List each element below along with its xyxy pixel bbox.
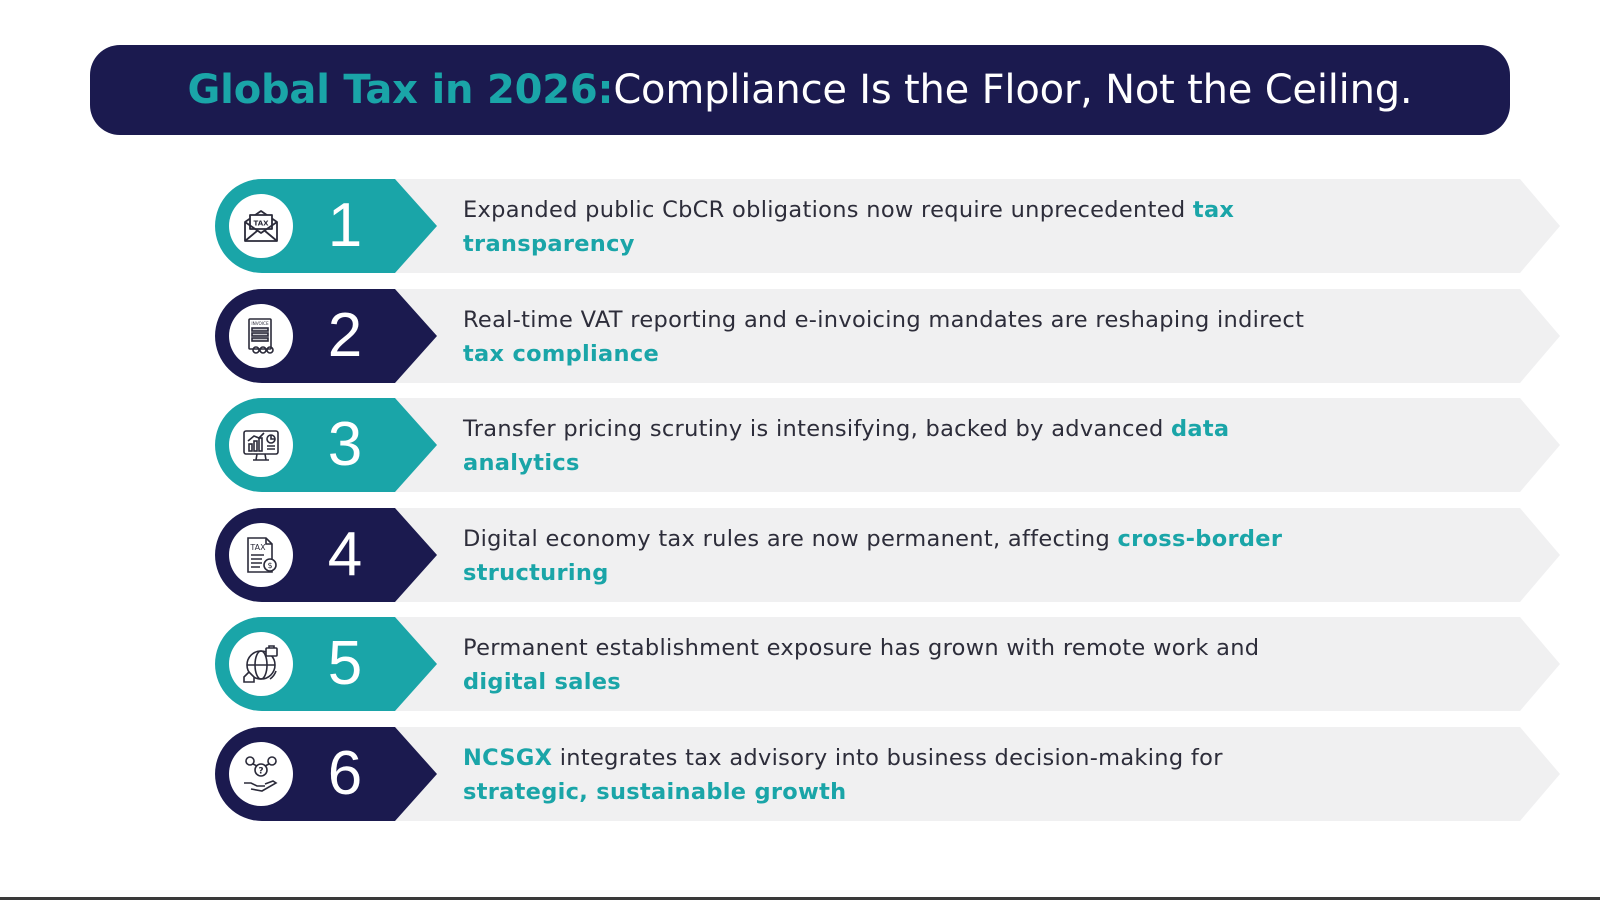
analytics-monitor-icon xyxy=(240,424,282,466)
step-bar xyxy=(370,727,1560,821)
svg-text:TAX: TAX xyxy=(249,543,266,552)
step-item: ? 6 NCSGX integrates tax advisory into bus… xyxy=(215,727,1560,821)
step-highlight: data analytics xyxy=(463,416,1230,476)
step-number: 6 xyxy=(327,739,363,808)
step-bar xyxy=(370,398,1560,492)
step-text: NCSGX integrates tax advisory into busin… xyxy=(463,741,1313,809)
step-text: Expanded public CbCR obligations now req… xyxy=(463,193,1313,261)
step-highlight: cross-border structuring xyxy=(463,526,1283,586)
title-banner: Global Tax in 2026: Compliance Is the Fl… xyxy=(90,45,1510,135)
step-text: Permanent establishment exposure has gro… xyxy=(463,631,1313,699)
icon-circle: TAX xyxy=(229,194,293,258)
step-item: TAX 1 Expanded public CbCR obligations now… xyxy=(215,179,1560,273)
step-highlight-lead: NCSGX xyxy=(463,745,553,771)
invoice-icon: INVOICE xyxy=(240,315,282,357)
step-body: Real-time VAT reporting and e-invoicing … xyxy=(463,307,1305,333)
step-number: 3 xyxy=(327,410,363,479)
icon-circle: INVOICE xyxy=(229,304,293,368)
bottom-divider xyxy=(0,897,1600,900)
step-number: 5 xyxy=(327,629,363,698)
title-main: Compliance Is the Floor, Not the Ceiling… xyxy=(613,67,1413,113)
step-item: INVOICE 2 Real-time VAT reporting and e-in… xyxy=(215,289,1560,383)
step-number: 1 xyxy=(327,191,363,260)
step-highlight: tax transparency xyxy=(463,197,1235,257)
step-bar xyxy=(370,617,1560,711)
step-item: TAX $4 Digital economy tax rules are now p… xyxy=(215,508,1560,602)
step-body: Transfer pricing scrutiny is intensifyin… xyxy=(463,416,1171,442)
step-body: Permanent establishment exposure has gro… xyxy=(463,635,1260,661)
svg-text:?: ? xyxy=(258,767,263,777)
icon-circle: TAX $ xyxy=(229,523,293,587)
icon-circle xyxy=(229,632,293,696)
step-text: Transfer pricing scrutiny is intensifyin… xyxy=(463,412,1313,480)
step-number: 4 xyxy=(327,520,363,589)
svg-text:TAX: TAX xyxy=(253,220,269,228)
svg-text:INVOICE: INVOICE xyxy=(251,321,269,326)
step-text: Real-time VAT reporting and e-invoicing … xyxy=(463,303,1313,371)
step-bar xyxy=(370,289,1560,383)
step-body: Digital economy tax rules are now perman… xyxy=(463,526,1118,552)
global-business-icon xyxy=(240,643,282,685)
step-body: Expanded public CbCR obligations now req… xyxy=(463,197,1193,223)
step-highlight: digital sales xyxy=(463,669,621,695)
icon-circle: ? xyxy=(229,742,293,806)
tax-envelope-icon: TAX xyxy=(240,205,282,247)
step-highlight: strategic, sustainable growth xyxy=(463,779,847,805)
svg-text:$: $ xyxy=(267,561,272,570)
step-bar xyxy=(370,179,1560,273)
icon-circle xyxy=(229,413,293,477)
step-body: integrates tax advisory into business de… xyxy=(552,745,1223,771)
step-highlight: tax compliance xyxy=(463,341,660,367)
step-item: 5 Permanent establishment exposure has gr… xyxy=(215,617,1560,711)
step-item: 3 Transfer pricing scrutiny is intensifyi… xyxy=(215,398,1560,492)
step-bar xyxy=(370,508,1560,602)
step-number: 2 xyxy=(327,301,363,370)
step-text: Digital economy tax rules are now perman… xyxy=(463,522,1313,590)
advisory-hand-icon: ? xyxy=(240,753,282,795)
tax-document-icon: TAX $ xyxy=(240,534,282,576)
title-accent: Global Tax in 2026: xyxy=(187,67,614,113)
